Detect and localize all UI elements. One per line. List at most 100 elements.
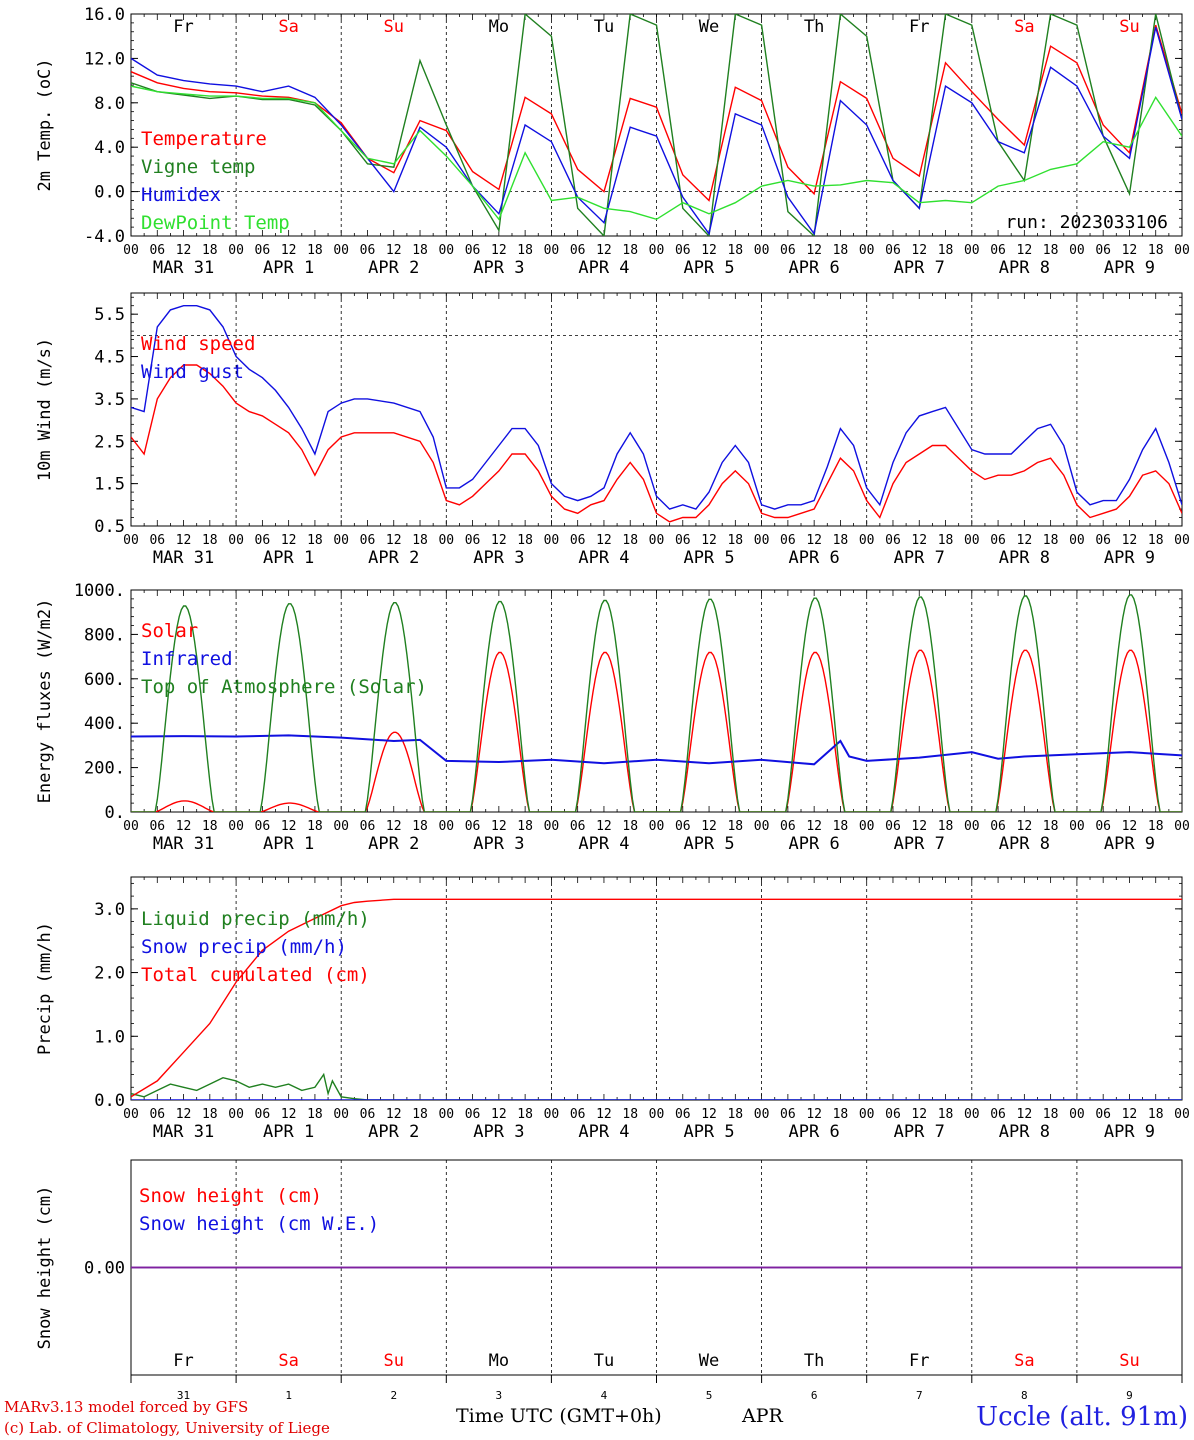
weekday-label: Su xyxy=(1119,1351,1139,1371)
hour-label: 12 xyxy=(1017,243,1033,258)
hour-label: 12 xyxy=(176,243,192,258)
hour-label: 12 xyxy=(911,533,927,548)
hour-label: 12 xyxy=(281,1107,297,1122)
hour-label: 00 xyxy=(123,243,139,258)
hour-label: 00 xyxy=(438,533,454,548)
hour-label: 18 xyxy=(833,1107,849,1122)
hour-label: 06 xyxy=(360,533,376,548)
hour-label: 18 xyxy=(938,243,954,258)
hour-label: 00 xyxy=(964,243,980,258)
y-tick-label: 0. xyxy=(105,803,125,823)
hour-label: 12 xyxy=(386,243,402,258)
hour-label: 12 xyxy=(701,1107,717,1122)
hour-label: 12 xyxy=(281,243,297,258)
date-label: APR 4 xyxy=(578,548,629,568)
hour-label: 06 xyxy=(465,243,481,258)
y-tick-label: 3.0 xyxy=(94,900,125,920)
hour-label: 00 xyxy=(649,819,665,834)
hour-label: 00 xyxy=(1174,243,1190,258)
hour-label: 00 xyxy=(1069,533,1085,548)
date-label: APR 4 xyxy=(578,834,629,854)
hour-label: 06 xyxy=(465,1107,481,1122)
legend-entry: Snow height (cm) xyxy=(139,1185,322,1207)
series-line-red xyxy=(131,649,1182,812)
hour-label: 06 xyxy=(255,243,271,258)
weekday-label: Fr xyxy=(173,17,193,37)
y-tick-label: 3.5 xyxy=(94,390,125,410)
y-tick-label: 2.0 xyxy=(94,964,125,984)
hour-label: 12 xyxy=(701,533,717,548)
month-label: APR xyxy=(742,1405,783,1427)
hour-label: 00 xyxy=(333,819,349,834)
hour-label: 12 xyxy=(1017,819,1033,834)
hour-label: 18 xyxy=(938,533,954,548)
hour-label: 12 xyxy=(1122,1107,1138,1122)
weekday-label: We xyxy=(699,17,719,37)
hour-label: 12 xyxy=(1122,533,1138,548)
plot-area xyxy=(131,898,1182,1100)
y-tick-label: 1.0 xyxy=(94,1027,125,1047)
hour-label: 00 xyxy=(438,1107,454,1122)
hour-label: 12 xyxy=(1017,533,1033,548)
hour-label: 00 xyxy=(859,533,875,548)
y-tick-label: 4.0 xyxy=(94,138,125,158)
date-label: APR 6 xyxy=(789,548,840,568)
hour-label: 18 xyxy=(202,533,218,548)
hour-label: 18 xyxy=(307,243,323,258)
date-label: APR 7 xyxy=(894,1122,945,1142)
hour-label: 06 xyxy=(255,1107,271,1122)
date-label: MAR 31 xyxy=(153,548,214,568)
weekday-label: Mo xyxy=(489,1351,509,1371)
station-name: Uccle (alt. 91m) xyxy=(976,1402,1188,1432)
hour-label: 12 xyxy=(911,1107,927,1122)
hour-label: 00 xyxy=(544,819,560,834)
date-label: APR 1 xyxy=(263,834,314,854)
hour-label: 06 xyxy=(675,819,691,834)
hour-label: 06 xyxy=(149,243,165,258)
day-number-label: 31 xyxy=(177,1389,190,1402)
hour-label: 06 xyxy=(255,533,271,548)
hour-label: 00 xyxy=(754,533,770,548)
date-label: APR 5 xyxy=(683,258,734,278)
y-axis-label: Precip (mm/h) xyxy=(35,922,55,1055)
hour-label: 12 xyxy=(491,243,507,258)
date-label: APR 3 xyxy=(473,1122,524,1142)
date-label: APR 3 xyxy=(473,834,524,854)
weekday-label: Th xyxy=(804,17,824,37)
hour-label: 12 xyxy=(281,533,297,548)
hour-label: 00 xyxy=(754,1107,770,1122)
legend-entry: Wind speed xyxy=(141,333,255,355)
weekday-label: Tu xyxy=(594,1351,614,1371)
hour-label: 12 xyxy=(806,533,822,548)
hour-label: 06 xyxy=(780,1107,796,1122)
hour-label: 12 xyxy=(176,533,192,548)
weekday-label: Fr xyxy=(173,1351,193,1371)
date-label: APR 8 xyxy=(999,258,1050,278)
weekday-label: Fr xyxy=(909,17,929,37)
hour-label: 00 xyxy=(544,533,560,548)
hour-label: 06 xyxy=(1095,533,1111,548)
hour-label: 06 xyxy=(255,819,271,834)
date-label: APR 4 xyxy=(578,258,629,278)
plot-area xyxy=(131,14,1182,236)
date-label: APR 9 xyxy=(1104,834,1155,854)
weekday-label: Su xyxy=(1119,17,1139,37)
hour-label: 00 xyxy=(1069,1107,1085,1122)
weekday-label: Mo xyxy=(489,17,509,37)
hour-label: 12 xyxy=(596,1107,612,1122)
hour-label: 06 xyxy=(675,533,691,548)
hour-label: 00 xyxy=(649,243,665,258)
series-line-green xyxy=(131,594,1182,812)
hour-label: 12 xyxy=(911,243,927,258)
hour-label: 00 xyxy=(964,819,980,834)
y-axis-label: Snow height (cm) xyxy=(35,1186,55,1350)
hour-label: 18 xyxy=(412,243,428,258)
hour-label: 18 xyxy=(727,243,743,258)
legend-entry: Humidex xyxy=(141,184,221,206)
lab-credit: (c) Lab. of Climatology, University of L… xyxy=(4,1419,330,1437)
hour-label: 00 xyxy=(228,1107,244,1122)
legend-entry: Snow height (cm W.E.) xyxy=(139,1213,379,1235)
hour-label: 18 xyxy=(833,243,849,258)
model-credit: MARv3.13 model forced by GFS xyxy=(4,1398,249,1416)
date-label: APR 9 xyxy=(1104,548,1155,568)
